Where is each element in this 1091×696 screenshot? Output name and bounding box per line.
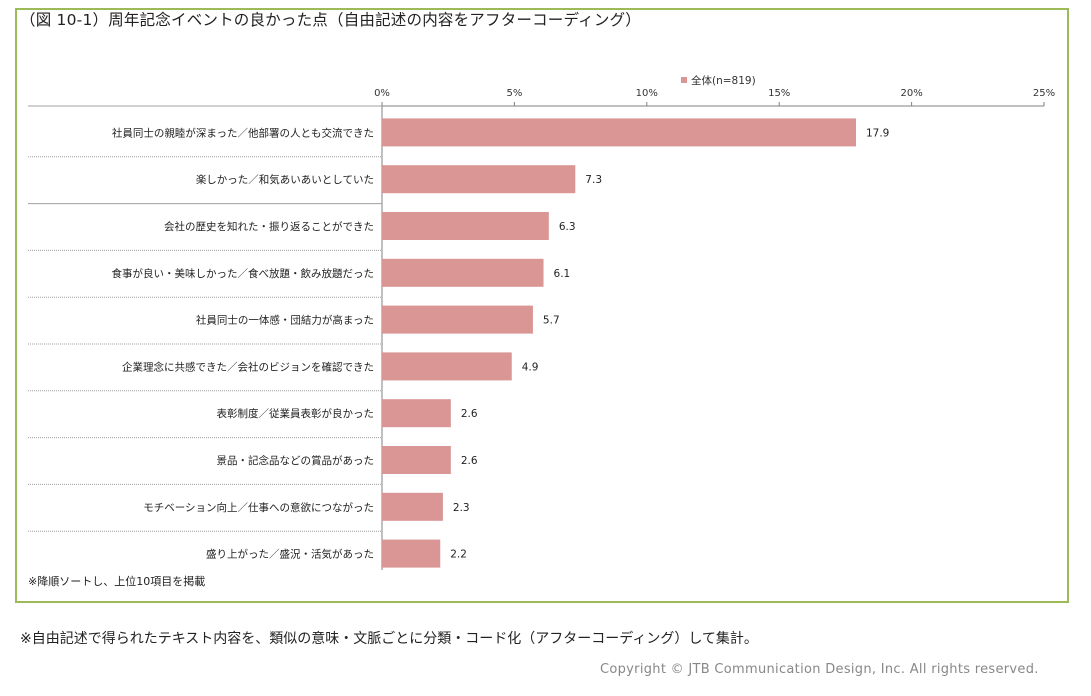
bar-chart: 全体(n=819) 0% 5% 10% 15% 20% 25% 17.9 7.3 6.3 6.1… <box>28 74 1055 570</box>
footnote: ※降順ソートし、上位10項目を掲載 <box>28 575 206 588</box>
data-label: 2.2 <box>450 549 467 561</box>
category-label: 企業理念に共感できた／会社のビジョンを確認できた <box>122 360 374 373</box>
x-tick-label: 5% <box>506 88 522 99</box>
data-label: 4.9 <box>522 361 539 373</box>
category-label: モチベーション向上／仕事への意欲につながった <box>143 501 374 514</box>
legend: 全体(n=819) <box>681 74 756 87</box>
x-tick-label: 0% <box>374 88 390 99</box>
data-label: 6.3 <box>559 221 576 233</box>
category-label: 食事が良い・美味しかった／食べ放題・飲み放題だった <box>112 267 375 280</box>
bar <box>382 305 533 334</box>
category-label: 社員同士の一体感・団結力が高まった <box>196 314 374 327</box>
x-tick-label: 15% <box>768 88 790 99</box>
chart-frame <box>15 8 1069 603</box>
category-label: 楽しかった／和気あいあいとしていた <box>196 173 374 186</box>
data-label: 7.3 <box>585 174 602 186</box>
data-label: 2.3 <box>453 502 470 514</box>
methodology-note: ※自由記述で得られたテキスト内容を、類似の意味・文脈ごとに分類・コード化（アフタ… <box>20 631 758 647</box>
bar <box>382 165 576 194</box>
data-label: 2.6 <box>461 455 478 467</box>
x-tick-label: 20% <box>900 88 922 99</box>
data-label: 6.1 <box>554 268 571 280</box>
category-label: 会社の歴史を知れた・振り返ることができた <box>164 220 374 233</box>
bar <box>382 399 451 428</box>
legend-label: 全体(n=819) <box>691 74 756 87</box>
bar <box>382 258 544 287</box>
category-label: 盛り上がった／盛況・活気があった <box>206 548 374 561</box>
data-label: 17.9 <box>866 127 889 139</box>
data-label: 5.7 <box>543 315 560 327</box>
bar <box>382 446 451 474</box>
bar <box>382 492 443 521</box>
category-separators <box>28 105 382 532</box>
category-labels: 社員同士の親睦が深まった／他部署の人とも交流できた楽しかった／和気あいあいとして… <box>112 126 375 560</box>
data-label: 2.6 <box>461 408 478 420</box>
copyright: Copyright © JTB Communication Design, In… <box>600 662 1039 677</box>
bars: 17.9 7.3 6.3 6.1 5.7 4.9 2.6 2.6 2.3 2.2 <box>382 118 889 568</box>
chart-title: （図 10-1）周年記念イベントの良かった点（自由記述の内容をアフターコーディン… <box>20 11 641 29</box>
category-label: 景品・記念品などの賞品があった <box>217 454 375 467</box>
category-label: 表彰制度／従業員表彰が良かった <box>217 407 375 420</box>
bar <box>382 118 856 147</box>
x-axis: 0% 5% 10% 15% 20% 25% <box>374 88 1055 570</box>
legend-swatch <box>681 77 687 83</box>
bar <box>382 352 512 381</box>
bar <box>382 539 441 568</box>
category-label: 社員同士の親睦が深まった／他部署の人とも交流できた <box>112 126 374 139</box>
x-tick-label: 25% <box>1033 88 1055 99</box>
x-tick-label: 10% <box>636 88 658 99</box>
bar <box>382 212 549 240</box>
